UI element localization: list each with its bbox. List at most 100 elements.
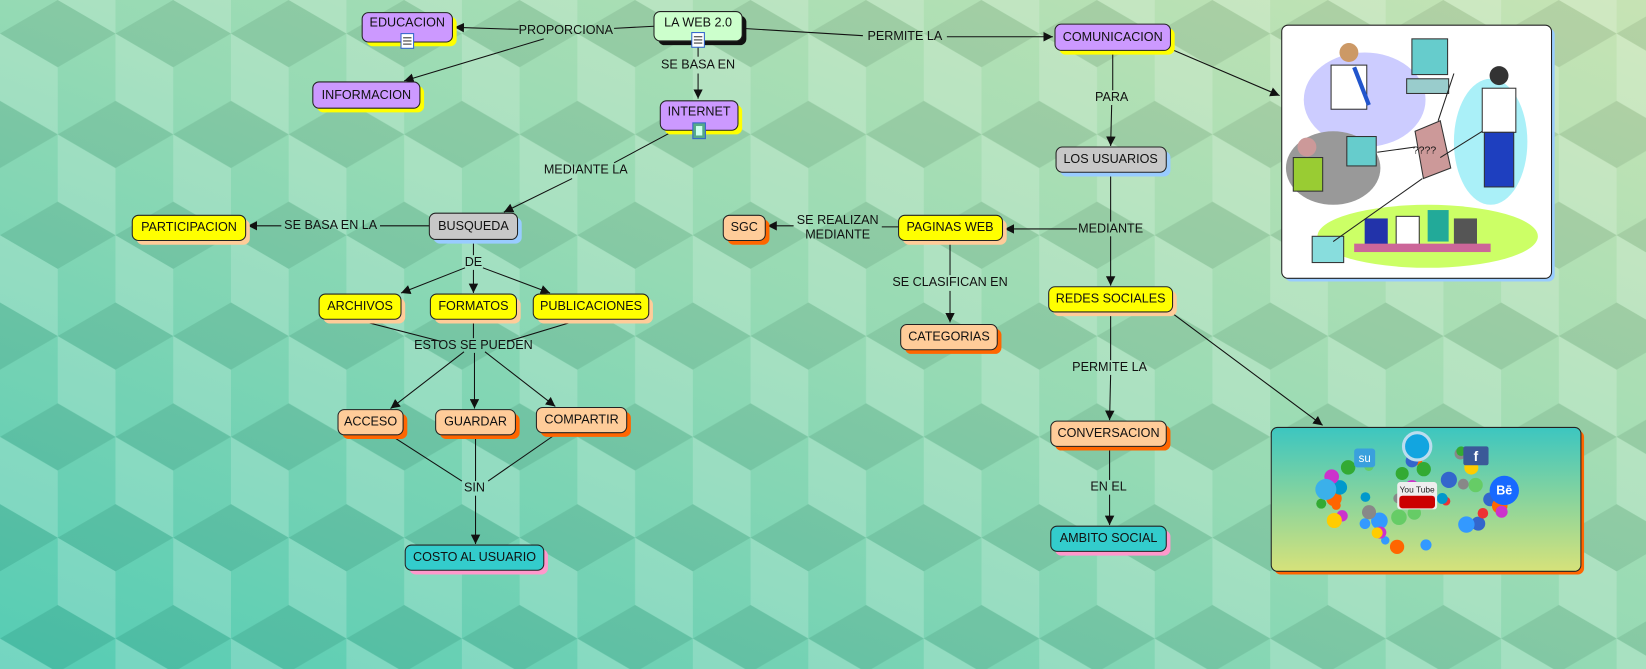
skype-icon xyxy=(1401,431,1433,462)
node-acceso[interactable]: ACCESO xyxy=(337,409,408,439)
node-busqueda[interactable]: BUSQUEDA xyxy=(428,212,522,244)
social-app-icon xyxy=(1420,539,1432,551)
document-icon[interactable] xyxy=(400,33,415,49)
svg-text:ARCHIVOS: ARCHIVOS xyxy=(327,299,393,313)
social-app-icon xyxy=(1407,506,1421,520)
svg-text:LA WEB 2.0: LA WEB 2.0 xyxy=(664,15,732,29)
social-app-icon xyxy=(1371,512,1388,530)
social-app-icon xyxy=(1436,493,1448,504)
svg-text:BUSQUEDA: BUSQUEDA xyxy=(438,219,509,233)
social-app-icon xyxy=(1361,505,1377,520)
social-app-icon xyxy=(1371,527,1383,539)
node-informacion[interactable]: INFORMACION xyxy=(312,81,425,113)
svg-text:PUBLICACIONES: PUBLICACIONES xyxy=(540,299,642,313)
node-archivos[interactable]: ARCHIVOS xyxy=(318,293,406,324)
svg-text:Bē: Bē xyxy=(1496,484,1512,498)
standing-man-icon xyxy=(1481,66,1517,188)
social-app-icon xyxy=(1360,492,1371,502)
svg-text:GUARDAR: GUARDAR xyxy=(444,415,507,429)
woman-at-computer-icon xyxy=(1292,136,1377,192)
node-publicaciones[interactable]: PUBLICACIONES xyxy=(532,293,653,324)
facebook-icon: f xyxy=(1463,446,1489,466)
svg-text:AMBITO SOCIAL: AMBITO SOCIAL xyxy=(1060,531,1158,545)
svg-text:SGC: SGC xyxy=(731,220,758,234)
link-label: SE BASA EN xyxy=(661,57,735,71)
svg-text:COMUNICACION: COMUNICACION xyxy=(1063,30,1163,44)
link-label: SE CLASIFICAN EN xyxy=(892,275,1007,289)
social-app-icon xyxy=(1495,505,1508,518)
connections xyxy=(247,22,1323,545)
node-costo-al-usuario[interactable]: COSTO AL USUARIO xyxy=(404,544,548,575)
image-node-people-computers[interactable]: ???? xyxy=(1281,24,1555,282)
svg-text:????: ???? xyxy=(1413,145,1436,156)
image-node-social-media-icons[interactable]: su f You Tube Bē xyxy=(1270,426,1585,575)
svg-text:ACCESO: ACCESO xyxy=(344,415,397,429)
svg-text:REDES SOCIALES: REDES SOCIALES xyxy=(1056,292,1166,306)
social-app-icon xyxy=(1457,478,1469,490)
node-guardar[interactable]: GUARDAR xyxy=(435,409,520,439)
node-conversacion[interactable]: CONVERSACION xyxy=(1050,420,1171,451)
document-icon[interactable] xyxy=(691,32,705,48)
link-label: EN EL xyxy=(1090,480,1126,494)
social-app-icon xyxy=(1477,508,1489,519)
svg-text:COSTO AL USUARIO: COSTO AL USUARIO xyxy=(413,550,536,564)
svg-text:INTERNET: INTERNET xyxy=(668,105,731,119)
node-internet[interactable]: INTERNET xyxy=(659,100,743,140)
social-app-icon xyxy=(1468,477,1483,493)
link-label: MEDIANTE LA xyxy=(544,162,628,176)
link-label: MEDIANTE xyxy=(1078,221,1143,235)
link-label: SE BASA EN LA xyxy=(284,218,378,232)
node-sgc[interactable]: SGC xyxy=(722,214,770,245)
node-redes-sociales[interactable]: REDES SOCIALES xyxy=(1048,286,1177,317)
svg-text:COMPARTIR: COMPARTIR xyxy=(544,412,618,426)
social-app-icon xyxy=(1331,500,1341,510)
svg-text:INFORMACION: INFORMACION xyxy=(322,88,411,102)
link-labels: PROPORCIONA SE BASA EN PERMITE LA MEDIAN… xyxy=(284,23,1147,495)
behance-icon: Bē xyxy=(1489,475,1519,506)
social-app-icon xyxy=(1471,516,1486,531)
social-app-icon xyxy=(1340,460,1356,475)
film-icon[interactable] xyxy=(692,122,706,140)
link-label: PROPORCIONA xyxy=(519,23,614,37)
svg-text:PARTICIPACION: PARTICIPACION xyxy=(141,220,237,234)
node-participacion[interactable]: PARTICIPACION xyxy=(131,214,250,245)
node-educacion[interactable]: EDUCACION xyxy=(361,12,457,49)
social-app-icon xyxy=(1316,498,1327,509)
link-label: SE REALIZAN xyxy=(797,213,879,227)
node-formatos[interactable]: FORMATOS xyxy=(429,293,521,324)
link-label: MEDIANTE xyxy=(805,228,870,242)
youtube-icon: You Tube xyxy=(1397,482,1438,510)
svg-text:CATEGORIAS: CATEGORIAS xyxy=(908,329,990,343)
link-label: DE xyxy=(465,255,482,269)
twitter-icon xyxy=(1315,478,1337,500)
svg-text:FORMATOS: FORMATOS xyxy=(438,299,508,313)
social-app-icon xyxy=(1359,518,1371,530)
node-comunicacion[interactable]: COMUNICACION xyxy=(1054,23,1175,55)
svg-text:EDUCACION: EDUCACION xyxy=(370,15,445,29)
link-label: PERMITE LA xyxy=(867,29,942,43)
svg-text:CONVERSACION: CONVERSACION xyxy=(1058,426,1160,440)
node-paginas-web[interactable]: PAGINAS WEB xyxy=(898,214,1007,245)
node-los-usuarios[interactable]: LOS USUARIOS xyxy=(1055,146,1171,177)
meeting-people-icon xyxy=(1311,210,1491,264)
social-app-icon xyxy=(1440,471,1457,488)
node-categorias[interactable]: CATEGORIAS xyxy=(900,323,1002,354)
link-label: ESTOS SE PUEDEN xyxy=(414,338,533,352)
social-app-icon xyxy=(1381,536,1390,545)
social-app-icon xyxy=(1395,466,1409,481)
svg-text:su: su xyxy=(1359,453,1371,465)
svg-text:LOS USUARIOS: LOS USUARIOS xyxy=(1063,152,1157,166)
server-tower-icon: ???? xyxy=(1413,120,1452,180)
node-la-web-20[interactable]: LA WEB 2.0 xyxy=(653,11,747,48)
stumbleupon-icon: su xyxy=(1354,448,1376,468)
node-compartir[interactable]: COMPARTIR xyxy=(535,406,631,437)
node-ambito-social[interactable]: AMBITO SOCIAL xyxy=(1050,525,1171,556)
link-label: PARA xyxy=(1095,90,1129,104)
social-app-icon xyxy=(1458,516,1475,533)
link-label: PERMITE LA xyxy=(1072,360,1147,374)
social-app-icon xyxy=(1326,512,1342,529)
svg-text:PAGINAS WEB: PAGINAS WEB xyxy=(906,220,993,234)
social-app-icon xyxy=(1389,539,1405,554)
social-app-icon xyxy=(1416,462,1431,477)
